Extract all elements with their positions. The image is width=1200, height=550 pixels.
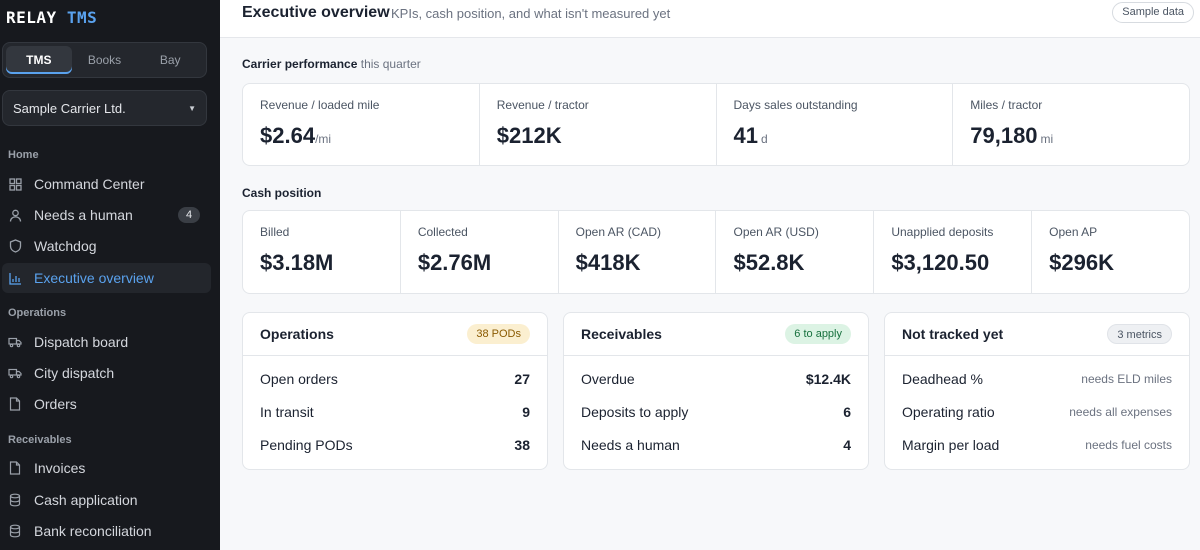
- list-item: Margin per load needs fuel costs: [902, 436, 1172, 453]
- shield-icon: [8, 239, 22, 253]
- bar-chart-icon: [8, 271, 22, 285]
- to-apply-badge: 6 to apply: [785, 324, 851, 344]
- truck-icon: [8, 366, 22, 380]
- sidebar-item-orders[interactable]: Orders: [2, 389, 211, 419]
- grid-icon: [8, 177, 22, 191]
- card-title: Operations: [260, 326, 334, 342]
- not-tracked-card: Not tracked yet 3 metrics Deadhead % nee…: [884, 312, 1190, 470]
- sidebar-item-watchdog[interactable]: Watchdog: [2, 231, 211, 261]
- list-item[interactable]: Open orders 27: [260, 370, 530, 387]
- nav-section-receivables: Receivables: [8, 434, 72, 446]
- main-content: Executive overview KPIs, cash position, …: [220, 0, 1200, 550]
- sidebar-item-label: Needs a human: [34, 207, 133, 223]
- sidebar-item-label: Dispatch board: [34, 334, 129, 350]
- sidebar-item-dispatch-board[interactable]: Dispatch board: [2, 327, 211, 357]
- caret-down-icon: ▼: [188, 103, 196, 113]
- kpi-revenue-per-loaded-mile: Revenue / loaded mile $2.64/mi: [243, 84, 480, 165]
- card-header: Receivables 6 to apply: [564, 313, 868, 356]
- card-header: Operations 38 PODs: [243, 313, 547, 356]
- sidebar-item-label: Bank reconciliation: [34, 523, 152, 539]
- sidebar-item-label: Cash application: [34, 492, 138, 508]
- sidebar-item-label: Invoices: [34, 460, 86, 476]
- cash-position-kpis: Billed $3.18M Collected $2.76M Open AR (…: [242, 210, 1190, 294]
- tab-tms[interactable]: TMS: [6, 46, 72, 74]
- sidebar-item-city-dispatch[interactable]: City dispatch: [2, 358, 211, 388]
- list-item[interactable]: In transit 9: [260, 403, 530, 420]
- tab-books[interactable]: Books: [87, 53, 122, 67]
- page-title: Executive overview: [242, 4, 390, 21]
- carrier-performance-heading: Carrier performance this quarter: [242, 57, 421, 71]
- org-select[interactable]: Sample Carrier Ltd. ▼: [2, 90, 207, 126]
- sidebar-item-command-center[interactable]: Command Center: [2, 169, 211, 199]
- sidebar-item-needs-a-human[interactable]: Needs a human 4: [2, 200, 211, 230]
- list-item[interactable]: Needs a human 4: [581, 436, 851, 453]
- sidebar: RELAY TMS TMS Books Bay Sample Carrier L…: [0, 0, 220, 550]
- list-item[interactable]: Overdue $12.4K: [581, 370, 851, 387]
- page-header: Executive overview KPIs, cash position, …: [220, 0, 1200, 38]
- kpi-open-ar-usd: Open AR (USD) $52.8K: [716, 211, 875, 293]
- org-select-value: Sample Carrier Ltd.: [13, 100, 126, 116]
- kpi-miles-per-tractor: Miles / tractor 79,180 mi: [970, 98, 1054, 148]
- sidebar-item-label: Command Center: [34, 176, 145, 192]
- kpi-collected: Collected $2.76M: [401, 211, 559, 293]
- kpi-open-ap: Open AP $296K: [1049, 225, 1114, 275]
- brand-logo[interactable]: RELAY TMS: [6, 8, 98, 27]
- page-subtitle: KPIs, cash position, and what isn't meas…: [391, 6, 671, 21]
- count-badge: 4: [178, 207, 200, 223]
- metrics-badge: 3 metrics: [1107, 324, 1172, 344]
- database-icon: [8, 524, 22, 538]
- user-icon: [8, 208, 22, 222]
- document-icon: [8, 461, 22, 475]
- pods-badge: 38 PODs: [467, 324, 530, 344]
- card-title: Not tracked yet: [902, 326, 1004, 342]
- sidebar-item-label: Executive overview: [34, 270, 154, 286]
- database-icon: [8, 493, 22, 507]
- nav-section-home: Home: [8, 149, 39, 161]
- list-item[interactable]: Pending PODs 38: [260, 436, 530, 453]
- card-title: Receivables: [581, 326, 662, 342]
- list-item: Deadhead % needs ELD miles: [902, 370, 1172, 387]
- sidebar-item-executive-overview[interactable]: Executive overview: [2, 263, 211, 293]
- cash-position-heading: Cash position: [242, 186, 322, 200]
- kpi-revenue-per-tractor: Revenue / tractor $212K: [480, 84, 717, 165]
- truck-icon: [8, 335, 22, 349]
- kpi-open-ar-cad: Open AR (CAD) $418K: [559, 211, 717, 293]
- tab-bay[interactable]: Bay: [159, 53, 181, 67]
- kpi-unapplied-deposits: Unapplied deposits $3,120.50: [874, 211, 1033, 293]
- receivables-card: Receivables 6 to apply Overdue $12.4K De…: [563, 312, 869, 470]
- document-icon: [8, 397, 22, 411]
- sidebar-item-cash-application[interactable]: Cash application: [2, 485, 211, 515]
- sidebar-item-label: Watchdog: [34, 238, 97, 254]
- app-switcher: TMS Books Bay: [2, 42, 207, 78]
- nav-section-operations: Operations: [8, 307, 67, 319]
- sidebar-item-invoices[interactable]: Invoices: [2, 453, 211, 483]
- list-item: Operating ratio needs all expenses: [902, 403, 1172, 420]
- carrier-performance-kpis: Revenue / loaded mile $2.64/mi Revenue /…: [242, 83, 1190, 166]
- sample-data-badge: Sample data: [1112, 2, 1194, 23]
- kpi-days-sales-outstanding: Days sales outstanding 41 d: [717, 84, 954, 165]
- card-header: Not tracked yet 3 metrics: [885, 313, 1189, 356]
- sidebar-item-bank-reconciliation[interactable]: Bank reconciliation: [2, 516, 211, 546]
- sidebar-item-label: Orders: [34, 396, 77, 412]
- list-item[interactable]: Deposits to apply 6: [581, 403, 851, 420]
- sidebar-item-label: City dispatch: [34, 365, 115, 381]
- operations-card: Operations 38 PODs Open orders 27 In tra…: [242, 312, 548, 470]
- kpi-billed: Billed $3.18M: [243, 211, 401, 293]
